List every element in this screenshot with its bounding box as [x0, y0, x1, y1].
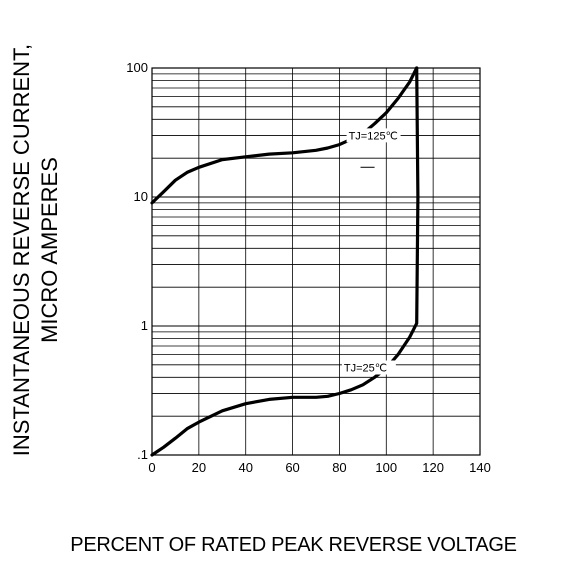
y-tick-label: 1	[141, 318, 148, 333]
x-axis-label: PERCENT OF RATED PEAK REVERSE VOLTAGE	[70, 534, 517, 556]
x-tick-label: 0	[148, 460, 155, 475]
x-tick-label: 40	[238, 460, 252, 475]
y-tick-label: 100	[126, 60, 148, 75]
x-tick-label: 140	[469, 460, 491, 475]
grid	[151, 67, 481, 456]
x-tick-label: 60	[285, 460, 299, 475]
annotation-background	[346, 128, 401, 143]
x-tick-label: 20	[192, 460, 206, 475]
y-tick-label: 10	[134, 189, 148, 204]
series-annotation-label: TJ=125℃	[349, 130, 398, 142]
series-lines	[150, 66, 420, 457]
y-tick-label: .1	[137, 447, 148, 462]
series-annotations: TJ=125℃ TJ=25℃	[341, 128, 401, 375]
y-axis-label-line-2: MICRO AMPERES	[37, 157, 62, 343]
x-axis-ticks: 0 20 40 60 80 100 120 140	[148, 460, 490, 475]
plot-frame	[151, 67, 481, 456]
y-axis-ticks: 100 10 1 .1	[126, 60, 148, 462]
series-line-tj-25	[150, 66, 420, 457]
x-tick-label: 100	[375, 460, 397, 475]
y-axis-label-line-1: INSTANTANEOUS REVERSE CURRENT,	[9, 43, 34, 457]
series-annotation-label: TJ=25℃	[344, 363, 387, 375]
x-tick-label: 80	[332, 460, 346, 475]
annotation-background	[341, 360, 396, 375]
series-line-tj-125	[150, 66, 419, 205]
x-tick-label: 120	[422, 460, 444, 475]
